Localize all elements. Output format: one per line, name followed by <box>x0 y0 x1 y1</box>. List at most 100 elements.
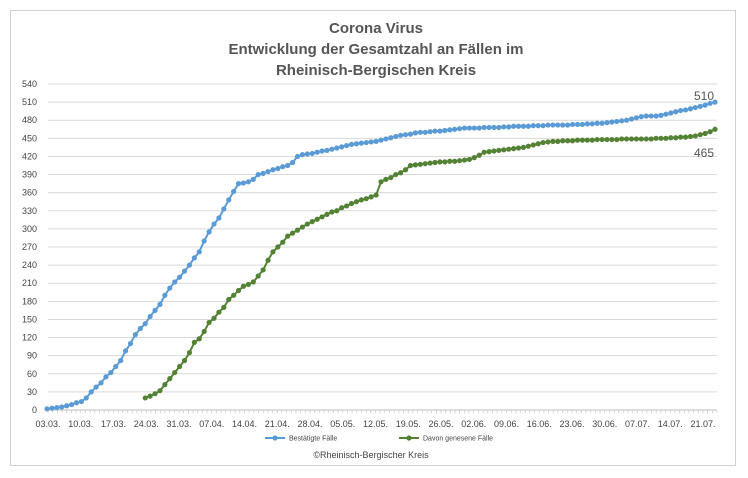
data-point <box>461 125 468 131</box>
data-point <box>226 197 232 203</box>
data-point <box>520 144 527 150</box>
data-point <box>73 400 80 406</box>
data-point <box>113 363 119 370</box>
data-point <box>707 129 713 135</box>
data-point <box>584 137 590 143</box>
x-tick-label: 14.07. <box>658 419 683 429</box>
data-point <box>88 389 94 395</box>
data-point <box>216 215 222 221</box>
data-point <box>344 142 350 149</box>
data-point <box>378 137 384 143</box>
data-point <box>388 174 394 181</box>
data-point <box>520 123 527 129</box>
data-point <box>78 398 84 405</box>
data-point <box>623 136 630 142</box>
data-point <box>373 192 379 198</box>
legend-label: Davon genesene Fälle <box>423 436 493 443</box>
data-point <box>324 211 330 217</box>
data-point <box>633 115 640 121</box>
data-point <box>206 319 212 326</box>
data-point <box>344 203 350 209</box>
data-point <box>54 404 60 411</box>
data-point <box>152 307 158 313</box>
data-point <box>402 132 409 138</box>
data-point <box>673 109 679 115</box>
x-tick-label: 07.07. <box>625 419 650 429</box>
data-point <box>181 357 188 364</box>
data-point <box>157 388 163 394</box>
data-point <box>550 138 556 144</box>
data-point <box>402 167 409 173</box>
data-point <box>186 350 193 356</box>
data-point <box>481 149 487 155</box>
legend-marker <box>406 435 412 441</box>
y-tick-label: 90 <box>27 351 37 361</box>
data-point <box>334 208 340 214</box>
data-point <box>427 160 433 166</box>
data-point <box>64 403 70 409</box>
data-point <box>486 124 492 131</box>
data-point <box>294 227 301 233</box>
data-point <box>339 144 345 150</box>
data-point <box>447 158 453 164</box>
data-point <box>398 132 404 138</box>
chart-title-line: Entwicklung der Gesamtzahl an Fällen im <box>228 41 523 58</box>
data-point <box>196 249 202 255</box>
data-point <box>496 147 502 154</box>
data-point <box>555 122 561 128</box>
data-point <box>604 136 610 143</box>
data-point <box>506 124 512 130</box>
data-point <box>289 159 296 166</box>
data-point <box>275 165 281 172</box>
data-point <box>334 145 340 151</box>
data-point <box>319 148 325 154</box>
data-point <box>692 133 698 139</box>
data-point <box>93 384 99 390</box>
data-point <box>255 171 261 178</box>
data-point <box>653 113 659 119</box>
data-point <box>118 357 124 364</box>
data-point <box>177 274 183 280</box>
data-point <box>638 136 644 142</box>
series-line <box>144 128 716 399</box>
data-point <box>255 273 261 279</box>
y-tick-label: 360 <box>22 188 37 198</box>
data-point <box>491 124 497 131</box>
data-point <box>540 139 546 146</box>
data-point <box>682 107 689 113</box>
data-point <box>648 113 654 119</box>
data-point <box>378 179 384 185</box>
data-point <box>348 200 355 207</box>
y-tick-label: 330 <box>22 206 37 216</box>
data-point <box>614 118 620 125</box>
data-point <box>442 127 448 134</box>
data-point <box>383 176 389 182</box>
data-point <box>511 146 517 152</box>
data-point <box>471 125 477 131</box>
data-point <box>299 224 306 230</box>
data-point <box>437 128 443 134</box>
end-labels: 510 465 <box>694 89 714 160</box>
x-tick-label: 10.03. <box>68 419 93 429</box>
x-tick-label: 07.04. <box>199 419 224 429</box>
data-point <box>442 159 448 165</box>
data-point <box>417 161 423 167</box>
data-point <box>466 125 473 131</box>
data-point <box>687 133 694 140</box>
x-tick-label: 26.05. <box>428 419 453 429</box>
gridlines <box>48 83 717 411</box>
x-tick-label: 16.06. <box>527 419 552 429</box>
data-point <box>240 283 247 289</box>
x-tick-label: 09.06. <box>494 419 519 429</box>
data-point <box>196 336 202 342</box>
data-point <box>49 405 55 411</box>
data-point <box>132 331 139 338</box>
data-point <box>461 157 468 163</box>
data-point <box>535 123 541 129</box>
data-point <box>545 122 551 128</box>
data-point <box>407 162 414 169</box>
data-point <box>319 214 325 220</box>
data-point <box>437 159 443 165</box>
data-point <box>668 110 674 116</box>
data-point <box>432 128 438 134</box>
